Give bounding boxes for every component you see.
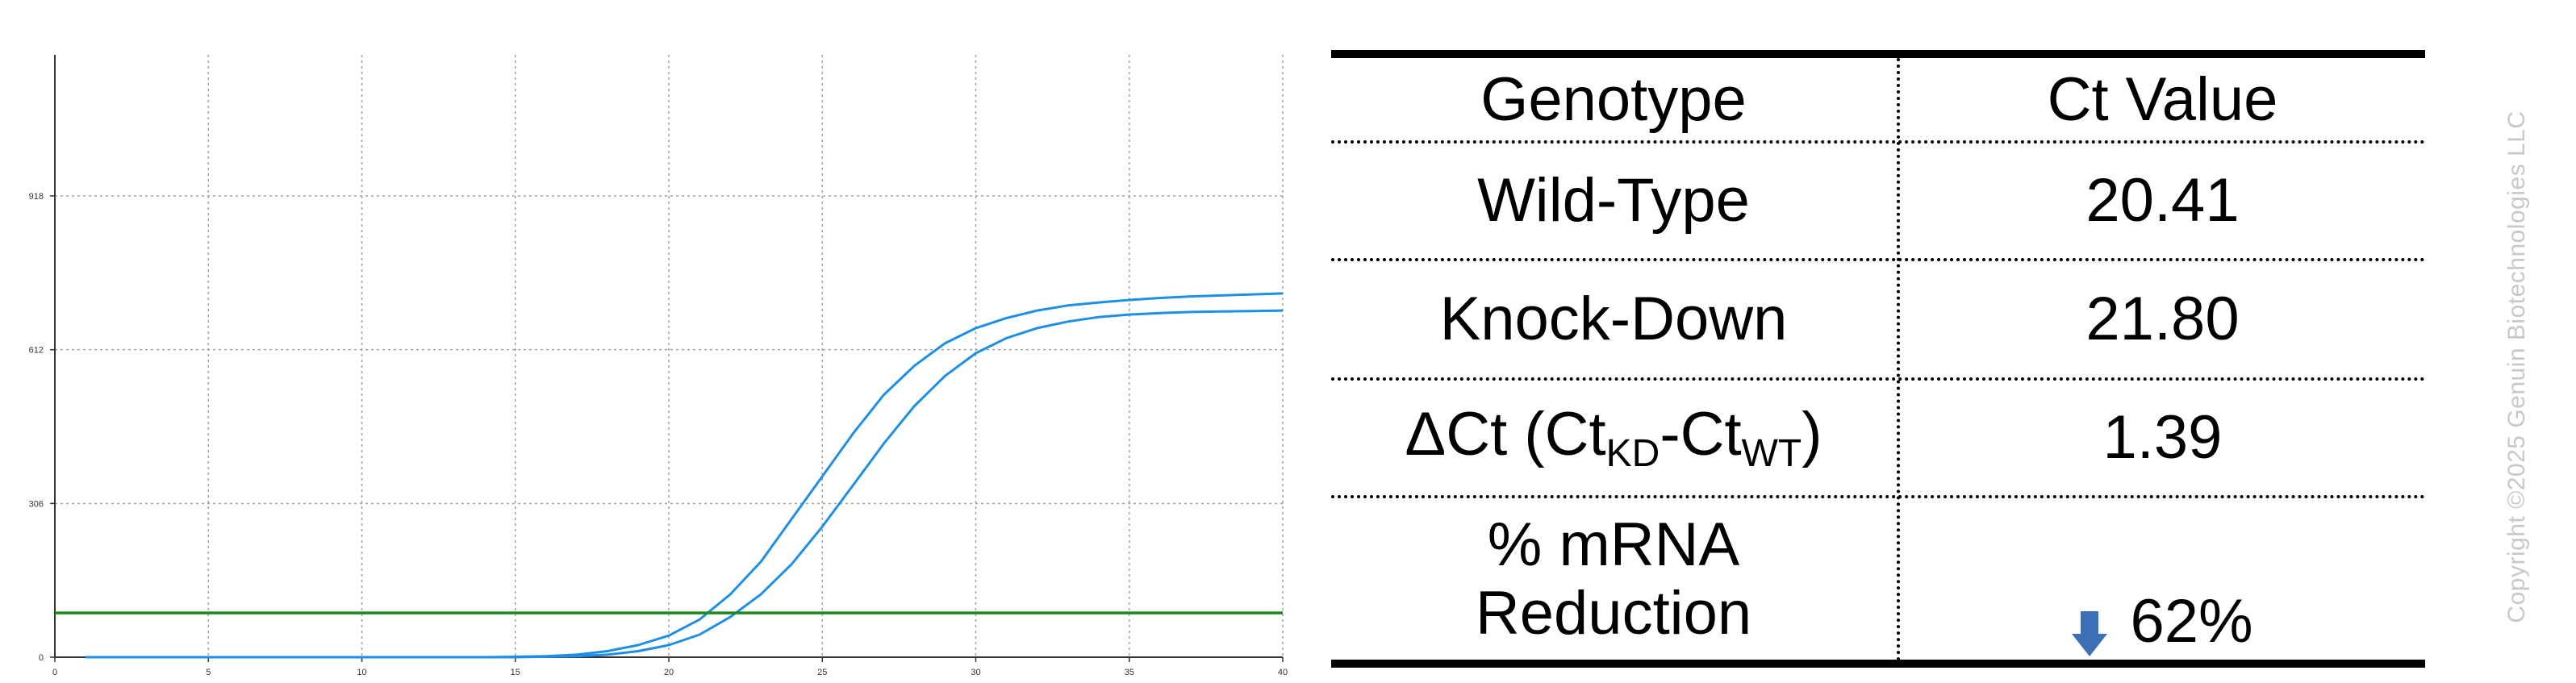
genotype-knock-down: Knock-Down (1439, 285, 1788, 354)
down-arrow-icon (2072, 611, 2108, 656)
x-tick-label: 15 (511, 668, 520, 677)
tick-labels: 0 5 10 15 20 25 30 35 40 0 306 612 918 (29, 192, 1288, 677)
x-tick-label: 5 (206, 668, 211, 677)
x-tick-label: 30 (971, 668, 980, 677)
reduction-label: % mRNA Reduction (1331, 498, 1896, 660)
amplification-chart: 0 5 10 15 20 25 30 35 40 0 306 612 918 (29, 55, 1288, 677)
delta-ct-value: 1.39 (2102, 403, 2223, 473)
reduction-label-line2: Reduction (1475, 579, 1752, 648)
ct-value-knock-down: 21.80 (2085, 285, 2240, 354)
grid (55, 55, 1284, 657)
series-lines (55, 292, 1284, 659)
y-tick-label: 612 (29, 346, 44, 356)
x-tick-label: 35 (1125, 668, 1134, 677)
delta-ct-prefix: ΔCt (Ct (1405, 400, 1606, 469)
axes (50, 55, 1284, 662)
row-divider (1331, 495, 2425, 498)
delta-ct-subscript-kd: KD (1605, 432, 1660, 476)
delta-ct-subscript-wt: WT (1741, 432, 1802, 476)
y-tick-label: 306 (29, 499, 44, 509)
row-divider (1331, 377, 2425, 381)
table-bottom-rule (1331, 660, 2425, 668)
reduction-value-cell: 62% (1900, 498, 2425, 660)
header-genotype: Genotype (1480, 65, 1747, 135)
reduction-value: 62% (2130, 587, 2253, 656)
results-table: Genotype Ct Value Wild-Type 20.41 Knock-… (1331, 50, 2425, 668)
header-ct-value: Ct Value (2047, 65, 2278, 135)
x-tick-label: 20 (664, 668, 674, 677)
delta-ct-label: ΔCt (CtKD-CtWT) (1331, 381, 1896, 495)
column-divider (1897, 58, 1900, 661)
copyright-notice: Copyright ©2025 Genuin Biotechnologies L… (2501, 81, 2533, 653)
x-tick-label: 40 (1278, 668, 1288, 677)
table-top-rule (1331, 50, 2425, 58)
x-tick-label: 0 (52, 668, 57, 677)
row-divider (1331, 258, 2425, 261)
amplification-curve-1 (86, 292, 1284, 659)
copyright-text: Copyright ©2025 Genuin Biotechnologies L… (2503, 110, 2530, 623)
y-tick-label: 0 (39, 653, 44, 663)
x-tick-label: 25 (817, 668, 827, 677)
x-tick-label: 10 (357, 668, 366, 677)
reduction-label-line1: % mRNA (1487, 510, 1740, 579)
delta-ct-mid: -Ct (1660, 400, 1742, 469)
amplification-curve-2 (86, 309, 1284, 659)
ct-value-wild-type: 20.41 (2085, 166, 2240, 235)
genotype-wild-type: Wild-Type (1477, 166, 1750, 235)
row-divider (1331, 140, 2425, 144)
y-tick-label: 918 (29, 192, 44, 202)
delta-ct-suffix: ) (1802, 400, 1822, 469)
